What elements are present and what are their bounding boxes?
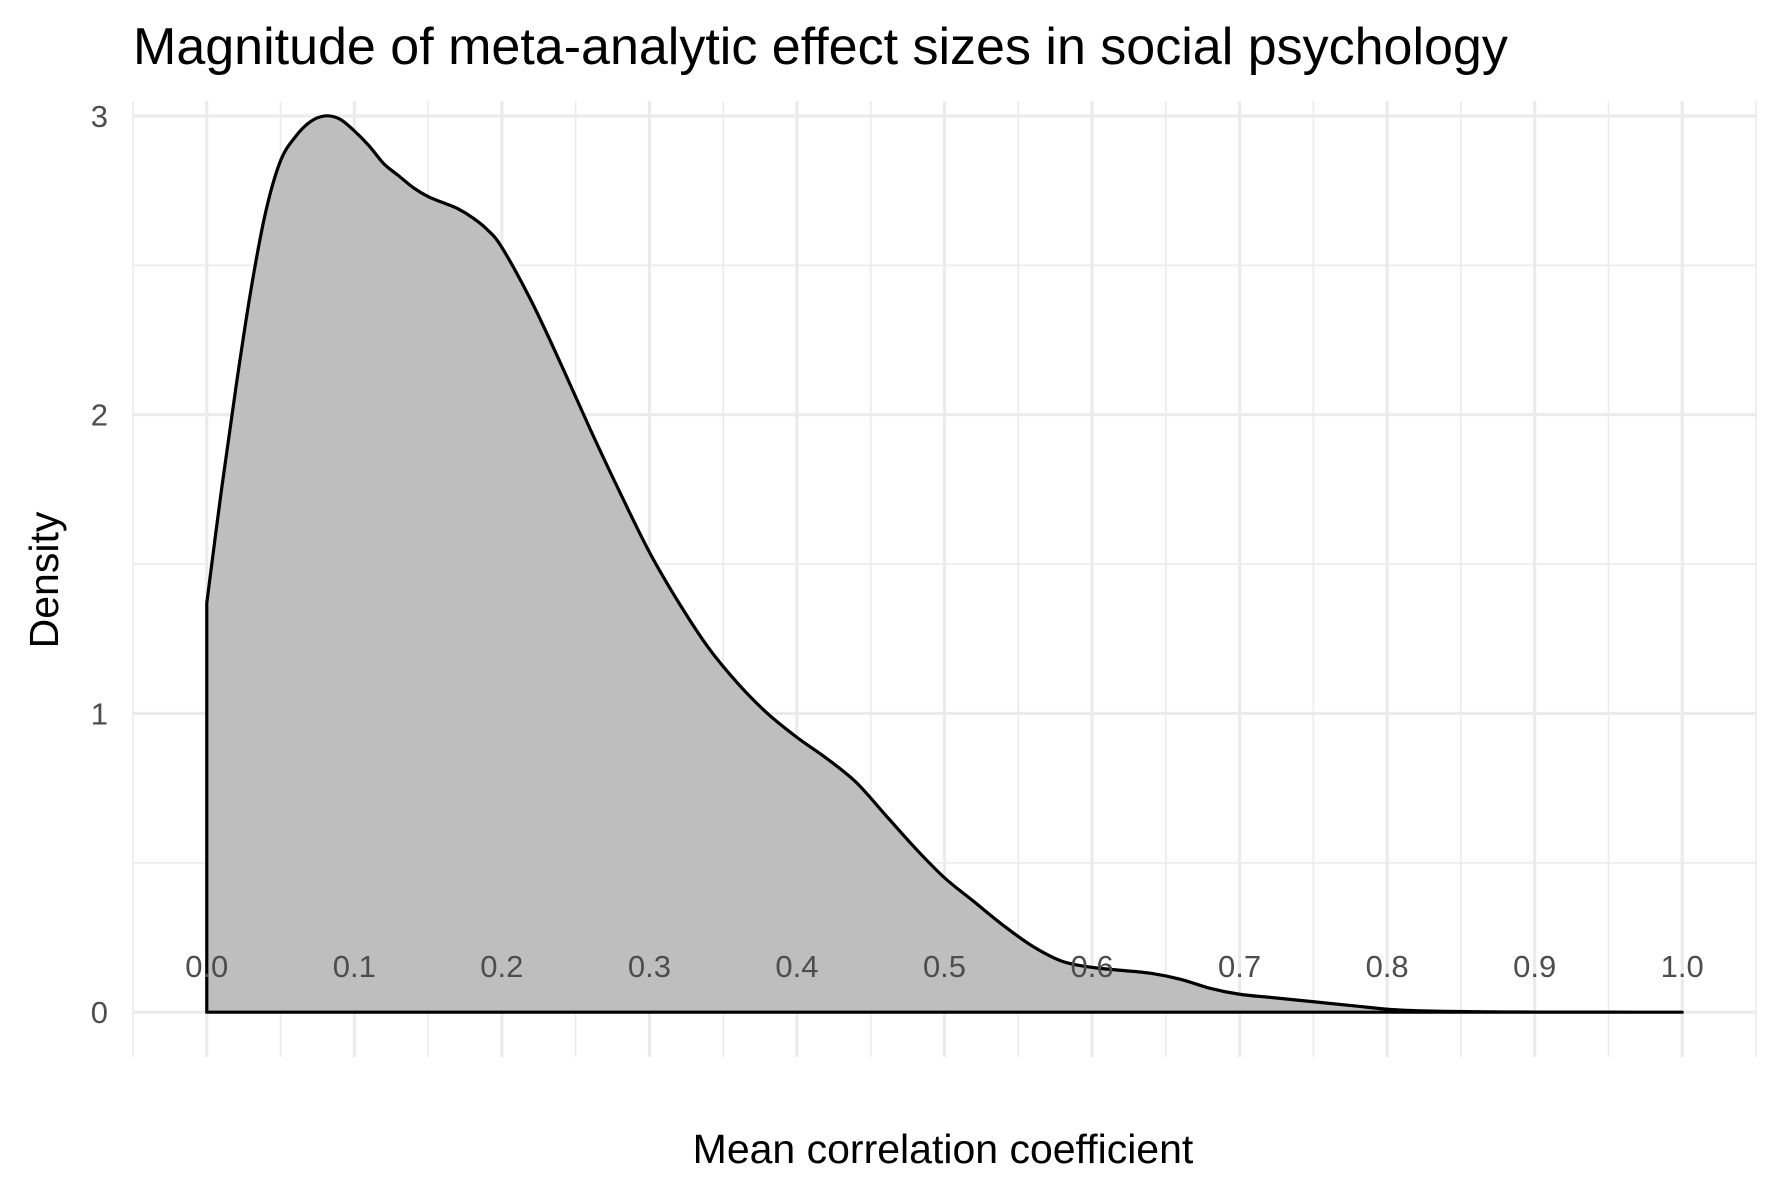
x-tick-label: 0.9	[1513, 949, 1556, 984]
density-area-group	[205, 114, 1684, 1014]
density-area-fill	[206, 115, 1683, 1013]
x-tick-label: 0.5	[923, 949, 966, 984]
x-tick-label: 0.1	[333, 949, 376, 984]
x-tick-label: 0.8	[1366, 949, 1409, 984]
x-tick-label: 0.0	[185, 949, 228, 984]
y-tick-label: 2	[91, 398, 108, 433]
x-tick-label: 0.6	[1070, 949, 1113, 984]
x-tick-label: 0.7	[1218, 949, 1261, 984]
x-tick-label: 1.0	[1661, 949, 1704, 984]
x-tick-label: 0.3	[628, 949, 671, 984]
density-curve-outline	[205, 114, 1684, 1014]
x-tick-label: 0.4	[775, 949, 818, 984]
x-tick-label: 0.2	[480, 949, 523, 984]
x-axis-title: Mean correlation coefficient	[693, 1126, 1194, 1172]
x-axis-ticks: 0.0 0.1 0.2 0.3 0.4 0.5 0.6 0.7 0.8 0.9 1.0	[185, 949, 1704, 984]
y-axis-ticks: 0 1 2 3	[91, 99, 108, 1030]
y-tick-label: 0	[91, 995, 108, 1030]
chart-title: Magnitude of meta-analytic effect sizes …	[133, 18, 1508, 76]
y-tick-label: 3	[91, 99, 108, 134]
y-tick-label: 1	[91, 696, 108, 731]
y-axis-title: Density	[21, 511, 67, 648]
